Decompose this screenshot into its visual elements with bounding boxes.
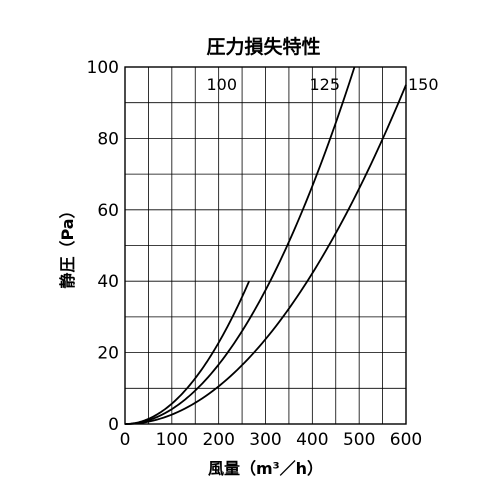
- y-tick-label: 0: [108, 415, 119, 435]
- series-150-line: [124, 84, 407, 425]
- x-tick-label: 200: [202, 430, 234, 450]
- x-tick-label: 0: [120, 430, 131, 450]
- y-tick-label: 60: [97, 201, 119, 221]
- x-tick-label: 600: [390, 430, 422, 450]
- series-label-150: 150: [408, 75, 439, 94]
- x-tick-label: 500: [343, 430, 375, 450]
- x-tick-label: 100: [156, 430, 188, 450]
- y-axis-label: 静圧（Pa）: [58, 202, 77, 288]
- grid-layer: [125, 67, 406, 424]
- x-axis-label: 風量（m³／h）: [208, 459, 323, 478]
- y-tick-label: 80: [97, 129, 119, 149]
- series-label-125: 125: [309, 75, 340, 94]
- series-100-line: [124, 280, 250, 425]
- x-tick-label: 300: [249, 430, 281, 450]
- chart-title: 圧力損失特性: [206, 35, 320, 58]
- label-layer: 0 100 200 300 400 500 600 0 20 40 60 80 100 100 125 150: [87, 58, 439, 450]
- y-tick-label: 40: [97, 272, 119, 292]
- y-tick-label: 100: [87, 58, 119, 78]
- series-125-line: [124, 66, 356, 425]
- x-tick-label: 400: [296, 430, 328, 450]
- plot-frame: [124, 66, 407, 425]
- series-label-100: 100: [206, 75, 237, 94]
- curve-layer: [124, 66, 407, 425]
- y-tick-label: 20: [97, 344, 119, 364]
